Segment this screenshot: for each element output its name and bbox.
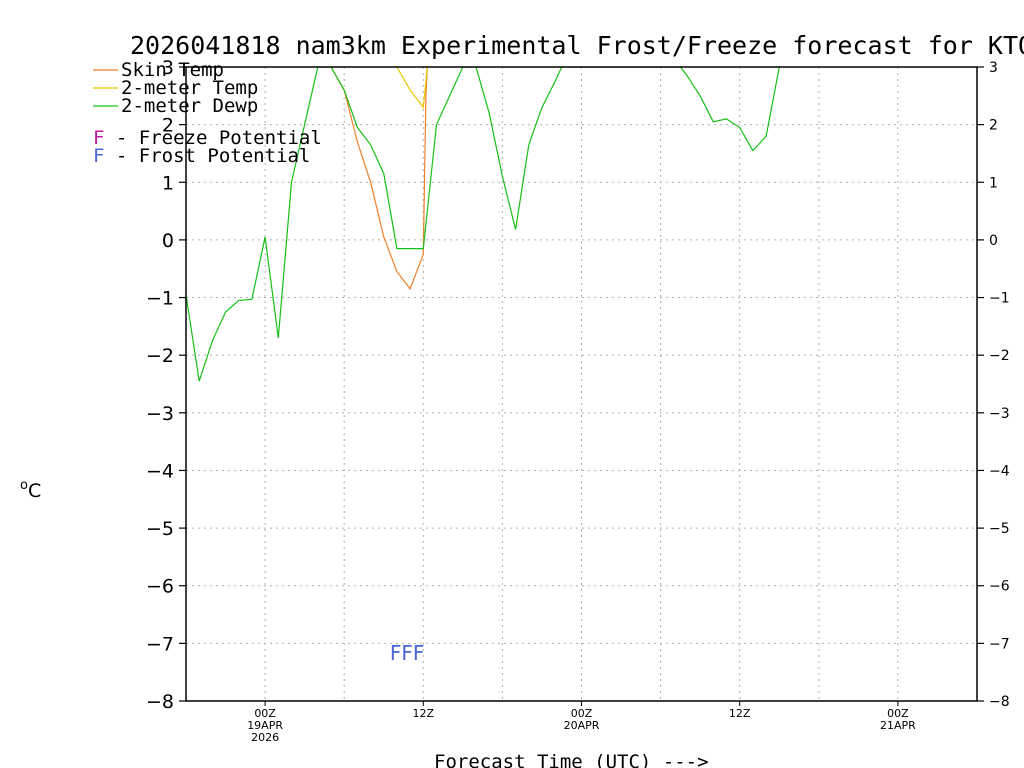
right-tick-label: 2: [989, 118, 998, 134]
right-tick-label: −6: [989, 579, 1010, 595]
y-axis-label-degree: o: [20, 478, 28, 493]
right-axis: 3 2 1 0 −1 −2 −3 −4 −5 −6 −7 −8: [977, 60, 1010, 710]
y-tick-label: 3: [162, 57, 174, 79]
potential-legend-item: F - Freeze Potential: [93, 127, 322, 149]
y-tick-label: 0: [162, 230, 174, 252]
grid-lines: [186, 67, 977, 701]
frost-potential-marker: FFF: [390, 641, 425, 665]
x-tick-label: 2026: [251, 731, 279, 744]
y-tick-label: −8: [146, 691, 174, 713]
potential-legend-text: - Frost Potential: [104, 145, 310, 167]
y-tick-label: 2: [162, 115, 174, 137]
right-tick-label: 0: [989, 233, 998, 249]
potential-legend-text: - Freeze Potential: [104, 127, 321, 149]
right-tick-label: 1: [989, 175, 998, 191]
y-tick-label: −4: [146, 460, 174, 482]
right-tick-label: −8: [989, 694, 1010, 710]
potential-legend-key: F: [93, 127, 104, 149]
legend-label: 2-meter Temp: [121, 77, 258, 99]
x-tick-label: 19APR: [247, 719, 283, 732]
right-tick-label: −2: [989, 348, 1010, 364]
series-line-skin-temp: [330, 67, 428, 291]
y-tick-label: −5: [146, 518, 174, 540]
x-tick-label: 00Z: [887, 707, 909, 720]
y-tick-label: 1: [162, 172, 174, 194]
y-tick-label: −1: [146, 288, 174, 310]
x-axis-label: Forecast Time (UTC) --->: [434, 751, 709, 768]
x-tick-label: 20APR: [564, 719, 600, 732]
right-tick-label: −7: [989, 636, 1010, 652]
x-tick-label: 00Z: [254, 707, 276, 720]
x-tick-label: 12Z: [413, 707, 435, 720]
y-tick-label: −7: [146, 633, 174, 655]
right-tick-label: −3: [989, 406, 1010, 422]
right-tick-label: −5: [989, 521, 1010, 537]
potential-legend-key: F: [93, 145, 104, 167]
chart-title: 2026041818 nam3km Experimental Frost/Fre…: [130, 31, 1024, 60]
x-tick-label: 00Z: [571, 707, 593, 720]
right-tick-label: 3: [989, 60, 998, 76]
y-axis-label: oC: [20, 478, 41, 502]
right-tick-label: −1: [989, 291, 1010, 307]
legend-label: 2-meter Dewp: [121, 95, 258, 117]
x-tick-label: 21APR: [880, 719, 916, 732]
potential-markers: FFF: [390, 641, 425, 665]
y-tick-label: −6: [146, 576, 174, 598]
series-layer: [186, 67, 780, 382]
potential-legend-item: F - Frost Potential: [93, 145, 310, 167]
series-line-2-meter-dewp: [186, 67, 780, 382]
y-tick-label: −3: [146, 403, 174, 425]
x-tick-label: 12Z: [729, 707, 751, 720]
series-line-2-meter-temp: [396, 67, 428, 109]
right-tick-label: −4: [989, 463, 1010, 479]
legend-label: Skin Temp: [121, 59, 224, 81]
y-axis-label-unit: C: [28, 480, 41, 502]
y-tick-label: −2: [146, 345, 174, 367]
left-axis: 3 2 1 0 −1 −2 −3 −4 −5 −6 −7 −8: [146, 57, 186, 713]
